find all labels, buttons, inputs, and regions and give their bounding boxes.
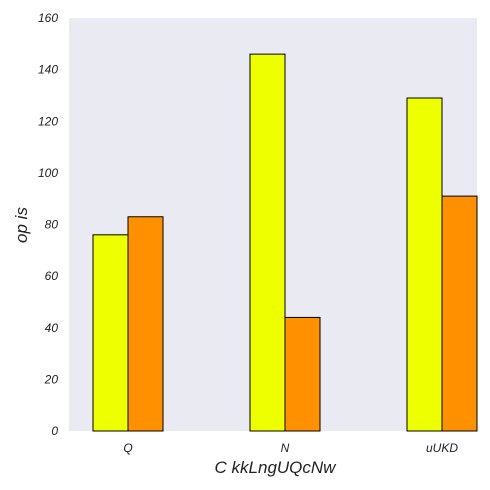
x-tick-label-N: N (281, 441, 290, 455)
y-tick-label: 160 (38, 11, 58, 25)
bars (92, 53, 478, 432)
y-axis-label: op is (12, 207, 31, 243)
y-tick-label: 80 (45, 218, 59, 232)
y-tick-label: 120 (38, 114, 58, 128)
x-tick-label-uUKD: uUKD (426, 441, 458, 455)
bar-series-2-Q (127, 216, 164, 432)
y-axis-ticks: 0 20 40 60 80 100 120 140 160 (38, 11, 58, 438)
bar-series-1-uUKD (406, 97, 443, 432)
x-axis-label: C kkLngUQcNw (215, 458, 338, 477)
y-tick-label: 100 (38, 166, 58, 180)
bar-series-2-uUKD (441, 195, 478, 432)
y-tick-label: 40 (45, 321, 59, 335)
y-tick-label: 60 (45, 269, 59, 283)
y-tick-label: 0 (51, 424, 58, 438)
x-tick-label-Q: Q (123, 441, 132, 455)
bar-series-1-N (249, 53, 286, 432)
bar-series-1-Q (92, 234, 129, 432)
bar-series-2-N (284, 316, 321, 432)
y-tick-label: 140 (38, 63, 58, 77)
y-tick-label: 20 (44, 372, 59, 386)
